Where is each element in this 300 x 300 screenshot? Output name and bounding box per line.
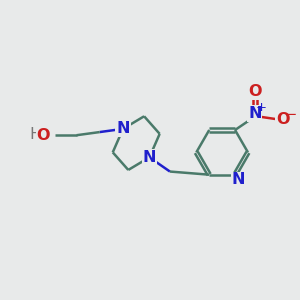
Text: N: N xyxy=(232,172,245,188)
Text: O: O xyxy=(276,112,289,127)
Text: N: N xyxy=(248,106,262,121)
Text: H: H xyxy=(29,127,42,142)
Text: +: + xyxy=(256,101,267,114)
Text: −: − xyxy=(285,107,297,122)
Text: N: N xyxy=(116,122,130,136)
Text: N: N xyxy=(143,150,156,165)
Text: O: O xyxy=(37,128,50,143)
Text: O: O xyxy=(248,84,262,99)
